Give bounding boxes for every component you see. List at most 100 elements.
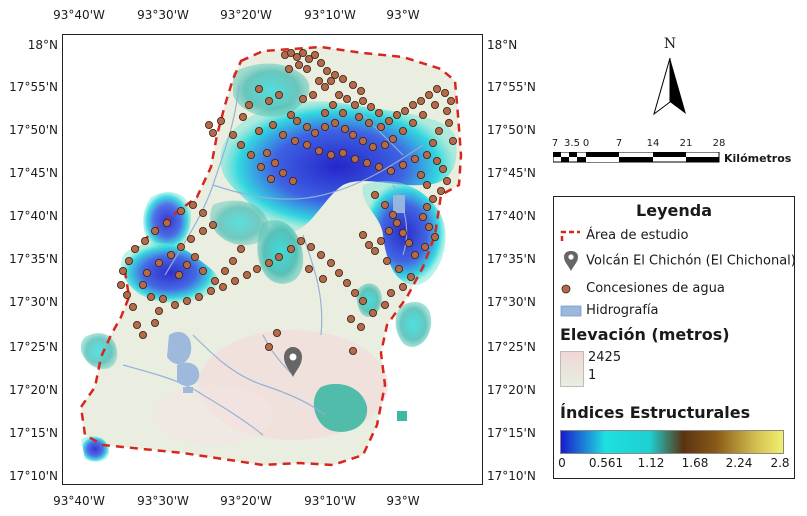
water-concession-point[interactable] <box>310 129 319 138</box>
water-concession-point[interactable] <box>356 322 365 331</box>
water-concession-point[interactable] <box>386 288 395 297</box>
water-concession-point[interactable] <box>208 129 217 138</box>
water-concession-point[interactable] <box>320 109 329 118</box>
water-concession-point[interactable] <box>314 77 323 86</box>
water-concession-point[interactable] <box>194 292 203 301</box>
water-concession-point[interactable] <box>306 242 315 251</box>
water-concession-point[interactable] <box>155 306 164 315</box>
water-concession-point[interactable] <box>342 278 351 287</box>
water-concession-point[interactable] <box>256 162 265 171</box>
water-concession-point[interactable] <box>206 286 215 295</box>
water-concession-point[interactable] <box>272 328 281 337</box>
water-concession-point[interactable] <box>254 85 263 94</box>
water-concession-point[interactable] <box>398 228 407 237</box>
water-concession-point[interactable] <box>346 314 355 323</box>
water-concession-point[interactable] <box>274 91 283 100</box>
water-concession-point[interactable] <box>374 162 383 171</box>
water-concession-point[interactable] <box>338 149 347 158</box>
water-concession-point[interactable] <box>388 135 397 144</box>
water-concession-point[interactable] <box>422 202 431 211</box>
water-concession-point[interactable] <box>292 117 301 126</box>
water-concession-point[interactable] <box>384 117 393 126</box>
water-concession-point[interactable] <box>204 121 213 130</box>
water-concession-point[interactable] <box>198 226 207 235</box>
water-concession-point[interactable] <box>398 161 407 170</box>
water-concession-point[interactable] <box>141 236 150 245</box>
water-concession-point[interactable] <box>264 342 273 351</box>
water-concession-point[interactable] <box>298 95 307 104</box>
water-concession-point[interactable] <box>342 95 351 104</box>
water-concession-point[interactable] <box>354 113 363 122</box>
water-concession-point[interactable] <box>220 266 229 275</box>
water-concession-point[interactable] <box>358 296 367 305</box>
water-concession-point[interactable] <box>370 190 379 199</box>
water-concession-point[interactable] <box>210 276 219 285</box>
water-concession-point[interactable] <box>189 200 198 209</box>
water-concession-point[interactable] <box>177 206 186 215</box>
water-concession-point[interactable] <box>167 250 176 259</box>
map-canvas[interactable] <box>62 34 483 485</box>
water-concession-point[interactable] <box>304 264 313 273</box>
water-concession-point[interactable] <box>270 159 279 168</box>
water-concession-point[interactable] <box>350 155 359 164</box>
water-concession-point[interactable] <box>139 280 148 289</box>
water-concession-point[interactable] <box>430 232 439 241</box>
water-concession-point[interactable] <box>228 131 237 140</box>
water-concession-point[interactable] <box>294 60 303 69</box>
water-concession-point[interactable] <box>318 274 327 283</box>
water-concession-point[interactable] <box>444 119 453 128</box>
water-concession-point[interactable] <box>406 272 415 281</box>
map-pin-icon[interactable] <box>284 347 302 377</box>
water-concession-point[interactable] <box>348 81 357 90</box>
water-concession-point[interactable] <box>334 91 343 100</box>
water-concession-point[interactable] <box>326 258 335 267</box>
water-concession-point[interactable] <box>129 302 138 311</box>
water-concession-point[interactable] <box>131 244 140 253</box>
water-concession-point[interactable] <box>302 64 311 73</box>
water-concession-point[interactable] <box>198 208 207 217</box>
water-concession-point[interactable] <box>302 141 311 150</box>
water-concession-point[interactable] <box>123 290 132 299</box>
water-concession-point[interactable] <box>386 166 395 175</box>
water-concession-point[interactable] <box>308 91 317 100</box>
water-concession-point[interactable] <box>410 250 419 259</box>
water-concession-point[interactable] <box>432 85 441 94</box>
water-concession-point[interactable] <box>286 244 295 253</box>
water-concession-point[interactable] <box>183 260 192 269</box>
water-concession-point[interactable] <box>408 101 417 110</box>
water-concession-point[interactable] <box>328 101 337 110</box>
water-concession-point[interactable] <box>236 244 245 253</box>
water-concession-point[interactable] <box>322 67 331 76</box>
water-concession-point[interactable] <box>252 264 261 273</box>
water-concession-point[interactable] <box>438 164 447 173</box>
water-concession-point[interactable] <box>288 176 297 185</box>
water-concession-point[interactable] <box>384 226 393 235</box>
water-concession-point[interactable] <box>418 111 427 120</box>
water-concession-point[interactable] <box>366 103 375 112</box>
water-concession-point[interactable] <box>292 52 301 61</box>
water-concession-point[interactable] <box>296 236 305 245</box>
water-concession-point[interactable] <box>428 194 437 203</box>
water-concession-point[interactable] <box>216 117 225 126</box>
water-concession-point[interactable] <box>155 258 164 267</box>
water-concession-point[interactable] <box>262 149 271 158</box>
water-concession-point[interactable] <box>326 77 335 86</box>
water-concession-point[interactable] <box>314 147 323 156</box>
water-concession-point[interactable] <box>430 101 439 110</box>
water-concession-point[interactable] <box>316 58 325 67</box>
water-concession-point[interactable] <box>404 238 413 247</box>
water-concession-point[interactable] <box>416 170 425 179</box>
water-concession-point[interactable] <box>358 97 367 106</box>
water-concession-point[interactable] <box>242 270 251 279</box>
water-concession-point[interactable] <box>388 210 397 219</box>
water-concession-point[interactable] <box>392 218 401 227</box>
water-concession-point[interactable] <box>218 282 227 291</box>
water-concession-point[interactable] <box>183 296 192 305</box>
water-concession-point[interactable] <box>424 91 433 100</box>
water-concession-point[interactable] <box>380 300 389 309</box>
water-concession-point[interactable] <box>230 276 239 285</box>
water-concession-point[interactable] <box>368 143 377 152</box>
water-concession-point[interactable] <box>374 109 383 118</box>
water-concession-point[interactable] <box>350 288 359 297</box>
water-concession-point[interactable] <box>420 242 429 251</box>
